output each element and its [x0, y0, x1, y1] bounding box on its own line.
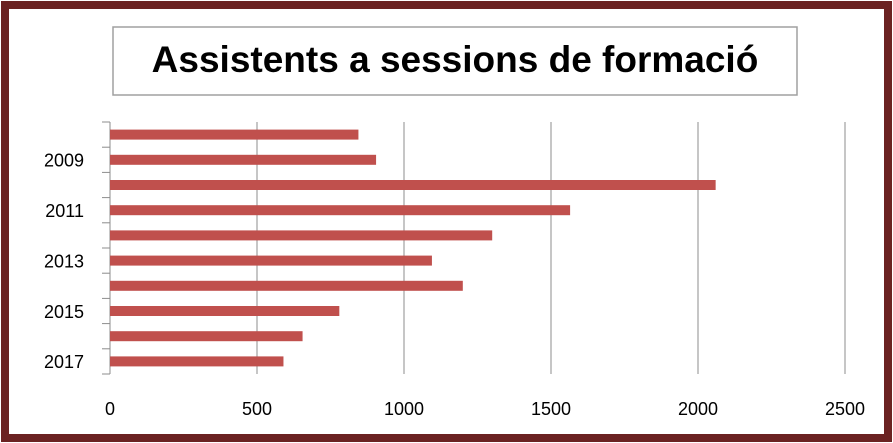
- bar: [110, 180, 716, 190]
- x-tick-label: 2000: [678, 399, 718, 419]
- bar: [110, 331, 303, 342]
- y-tick-label: 2015: [44, 302, 84, 322]
- y-tick-label: 2011: [45, 201, 84, 221]
- chart-title: Assistents a sessions de formació: [152, 39, 759, 80]
- x-tick-label: 0: [105, 399, 115, 419]
- y-tick-label: 2013: [44, 251, 84, 271]
- y-tick-label: 2017: [44, 352, 84, 372]
- bar: [110, 306, 340, 316]
- bar: [110, 356, 284, 367]
- x-tick-label: 1500: [531, 399, 571, 419]
- y-tick-label: 2009: [44, 151, 84, 171]
- bar: [110, 255, 432, 266]
- bar: [110, 280, 463, 291]
- bar: [110, 129, 359, 140]
- x-tick-label: 2500: [825, 399, 865, 419]
- bar: [110, 205, 571, 216]
- x-tick-label: 1000: [384, 399, 424, 419]
- title-box: [112, 26, 798, 96]
- bar: [110, 230, 493, 241]
- x-tick-label: 500: [242, 399, 272, 419]
- bar: [110, 154, 377, 165]
